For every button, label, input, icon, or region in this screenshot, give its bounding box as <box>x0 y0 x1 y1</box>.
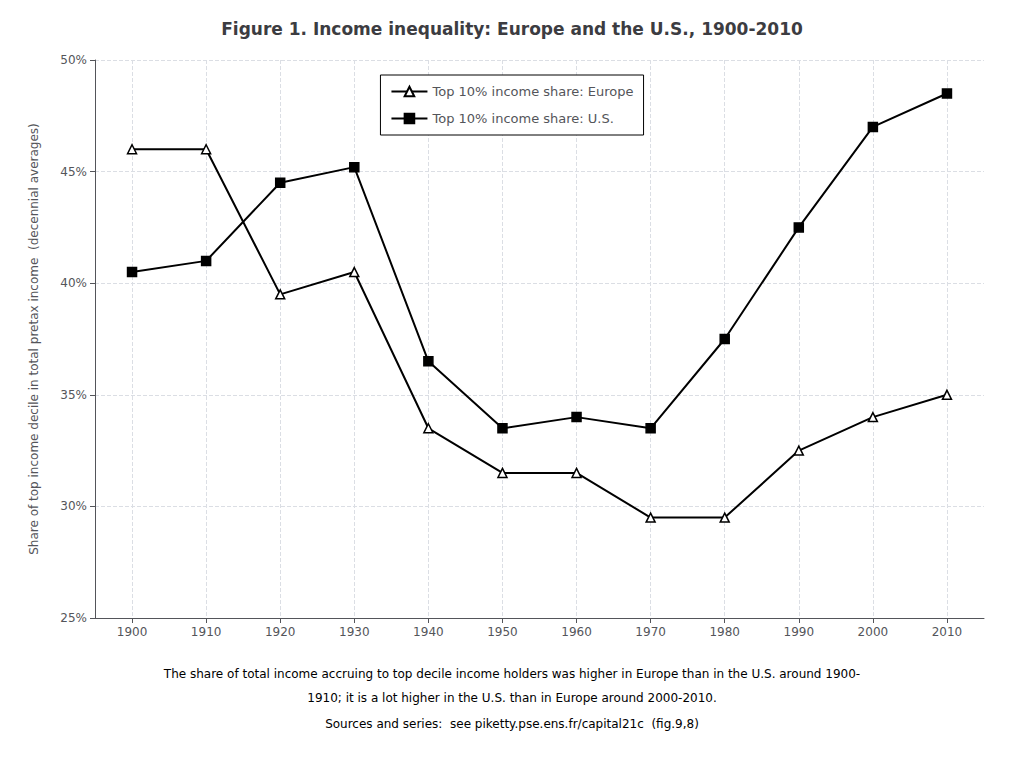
svg-text:1910; it is a lot higher in th: 1910; it is a lot higher in the U.S. tha… <box>307 691 717 705</box>
svg-text:Share of top income decile in: Share of top income decile in total pret… <box>27 123 41 555</box>
svg-text:25%: 25% <box>60 611 87 625</box>
svg-text:40%: 40% <box>60 276 87 290</box>
svg-text:1940: 1940 <box>413 625 444 639</box>
svg-text:The share of total income accr: The share of total income accruing to to… <box>163 667 860 681</box>
svg-text:Top 10% income share: Europe: Top 10% income share: Europe <box>431 84 633 99</box>
svg-text:1980: 1980 <box>709 625 740 639</box>
svg-text:1920: 1920 <box>265 625 296 639</box>
svg-text:1970: 1970 <box>635 625 666 639</box>
svg-text:1930: 1930 <box>339 625 370 639</box>
svg-text:2010: 2010 <box>932 625 963 639</box>
svg-text:45%: 45% <box>60 165 87 179</box>
svg-text:2000: 2000 <box>858 625 889 639</box>
svg-text:1910: 1910 <box>191 625 222 639</box>
svg-text:1900: 1900 <box>117 625 148 639</box>
svg-text:1960: 1960 <box>561 625 592 639</box>
svg-text:50%: 50% <box>60 53 87 67</box>
svg-text:Top 10% income share: U.S.: Top 10% income share: U.S. <box>431 111 613 126</box>
svg-text:1990: 1990 <box>784 625 815 639</box>
svg-text:30%: 30% <box>60 499 87 513</box>
svg-text:1950: 1950 <box>487 625 518 639</box>
svg-text:Sources and series: see piket: Sources and series: see piketty.pse.ens.… <box>325 717 699 731</box>
svg-text:Figure 1. Income inequality: E: Figure 1. Income inequality: Europe and … <box>221 19 803 39</box>
svg-text:35%: 35% <box>60 388 87 402</box>
